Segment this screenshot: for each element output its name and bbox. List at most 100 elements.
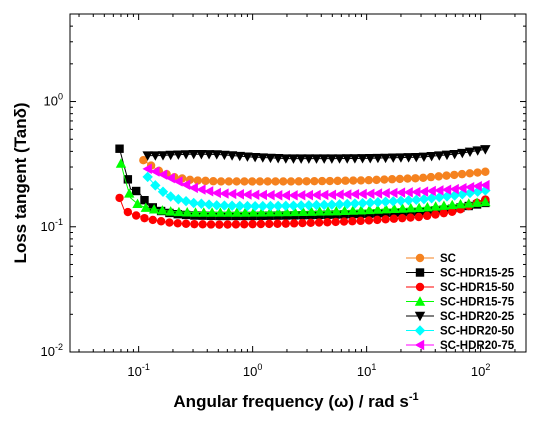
data-point: [314, 218, 324, 227]
data-point: [256, 207, 267, 217]
data-point: [422, 211, 432, 221]
data-point: [165, 150, 176, 161]
data-point: [303, 154, 315, 164]
data-point: [365, 188, 375, 199]
data-point: [190, 219, 199, 229]
data-point: [226, 188, 237, 200]
data-point: [226, 200, 238, 211]
series-sc-hdr20-25: [142, 145, 491, 164]
data-point: [190, 207, 201, 217]
data-point: [248, 219, 257, 229]
data-point: [331, 205, 342, 216]
series-sc-hdr20-50: [142, 171, 491, 212]
data-point: [357, 197, 368, 209]
legend-item: SC-HDR20-75: [406, 339, 515, 352]
series-sc: [139, 156, 490, 186]
data-point: [426, 185, 436, 197]
data-point: [271, 177, 280, 186]
data-point: [397, 203, 408, 213]
data-point: [480, 145, 491, 155]
data-point: [387, 175, 397, 184]
data-point: [364, 204, 375, 215]
data-point: [257, 200, 268, 212]
data-point: [180, 179, 191, 190]
legend-item: SC-HDR20-25: [406, 311, 515, 323]
legend-marker: [414, 325, 426, 336]
data-point: [303, 189, 314, 201]
data-point: [196, 198, 207, 209]
data-point: [196, 184, 206, 195]
x-tick-exponent: 2: [485, 362, 490, 372]
data-point: [457, 189, 468, 200]
legend: SC SC-HDR15-25 SC-HDR15-50 SC-HDR15-75 SC-HD…: [406, 253, 515, 352]
data-point: [381, 215, 390, 224]
data-point: [317, 176, 327, 186]
data-point: [403, 187, 413, 198]
data-point: [430, 201, 441, 211]
data-point: [434, 151, 445, 161]
data-point: [465, 169, 475, 178]
data-point: [123, 175, 133, 184]
data-point: [357, 154, 368, 164]
data-point: [388, 153, 399, 163]
data-point: [157, 151, 169, 161]
x-tick-base: 10: [471, 364, 485, 379]
data-point: [188, 149, 199, 160]
data-point: [480, 179, 490, 191]
y-tick-base: 10: [41, 344, 55, 359]
data-point: [395, 174, 405, 184]
x-tick-label: 100: [243, 362, 262, 379]
data-point: [265, 200, 276, 212]
data-point: [148, 215, 157, 225]
data-point: [372, 197, 384, 208]
y-tick-label: 100: [44, 92, 63, 109]
data-point: [234, 189, 244, 200]
legend-marker: [415, 253, 425, 263]
data-point: [426, 193, 437, 204]
data-point: [272, 190, 283, 201]
data-point: [380, 196, 391, 207]
data-point: [342, 198, 353, 210]
x-axis-title-text: Angular frequency (ω) / rad s: [173, 392, 408, 411]
data-point: [188, 197, 199, 209]
data-point: [441, 150, 453, 161]
data-point: [365, 197, 376, 208]
x-tick-label: 101: [357, 362, 376, 379]
data-point: [355, 205, 367, 215]
data-point: [311, 199, 322, 211]
x-tick-base: 10: [243, 364, 257, 379]
data-point: [325, 176, 335, 186]
data-point: [148, 204, 160, 214]
data-point: [288, 190, 298, 201]
data-point: [442, 171, 451, 180]
data-point: [257, 153, 268, 163]
series-sc-hdr15-50: [115, 193, 490, 229]
data-point: [434, 192, 445, 203]
data-point: [426, 172, 436, 182]
data-point: [223, 220, 232, 229]
data-point: [231, 207, 243, 217]
x-tick-base: 10: [357, 364, 371, 379]
data-point: [357, 188, 367, 200]
data-point: [215, 220, 224, 229]
data-point: [150, 166, 160, 177]
data-point: [342, 154, 353, 164]
data-point: [242, 189, 252, 200]
data-point: [264, 207, 276, 217]
data-point: [173, 150, 184, 160]
data-point: [242, 152, 253, 162]
data-point: [211, 200, 222, 211]
data-point: [380, 187, 390, 199]
data-point: [303, 200, 315, 211]
data-point: [405, 202, 417, 213]
data-point: [142, 151, 153, 161]
data-point: [180, 195, 192, 207]
data-point: [279, 177, 288, 186]
data-point: [326, 189, 337, 201]
data-point: [198, 220, 207, 229]
data-point: [349, 154, 361, 164]
data-point: [123, 207, 133, 217]
data-point: [372, 188, 383, 199]
data-point: [480, 196, 491, 207]
data-point: [463, 198, 474, 208]
